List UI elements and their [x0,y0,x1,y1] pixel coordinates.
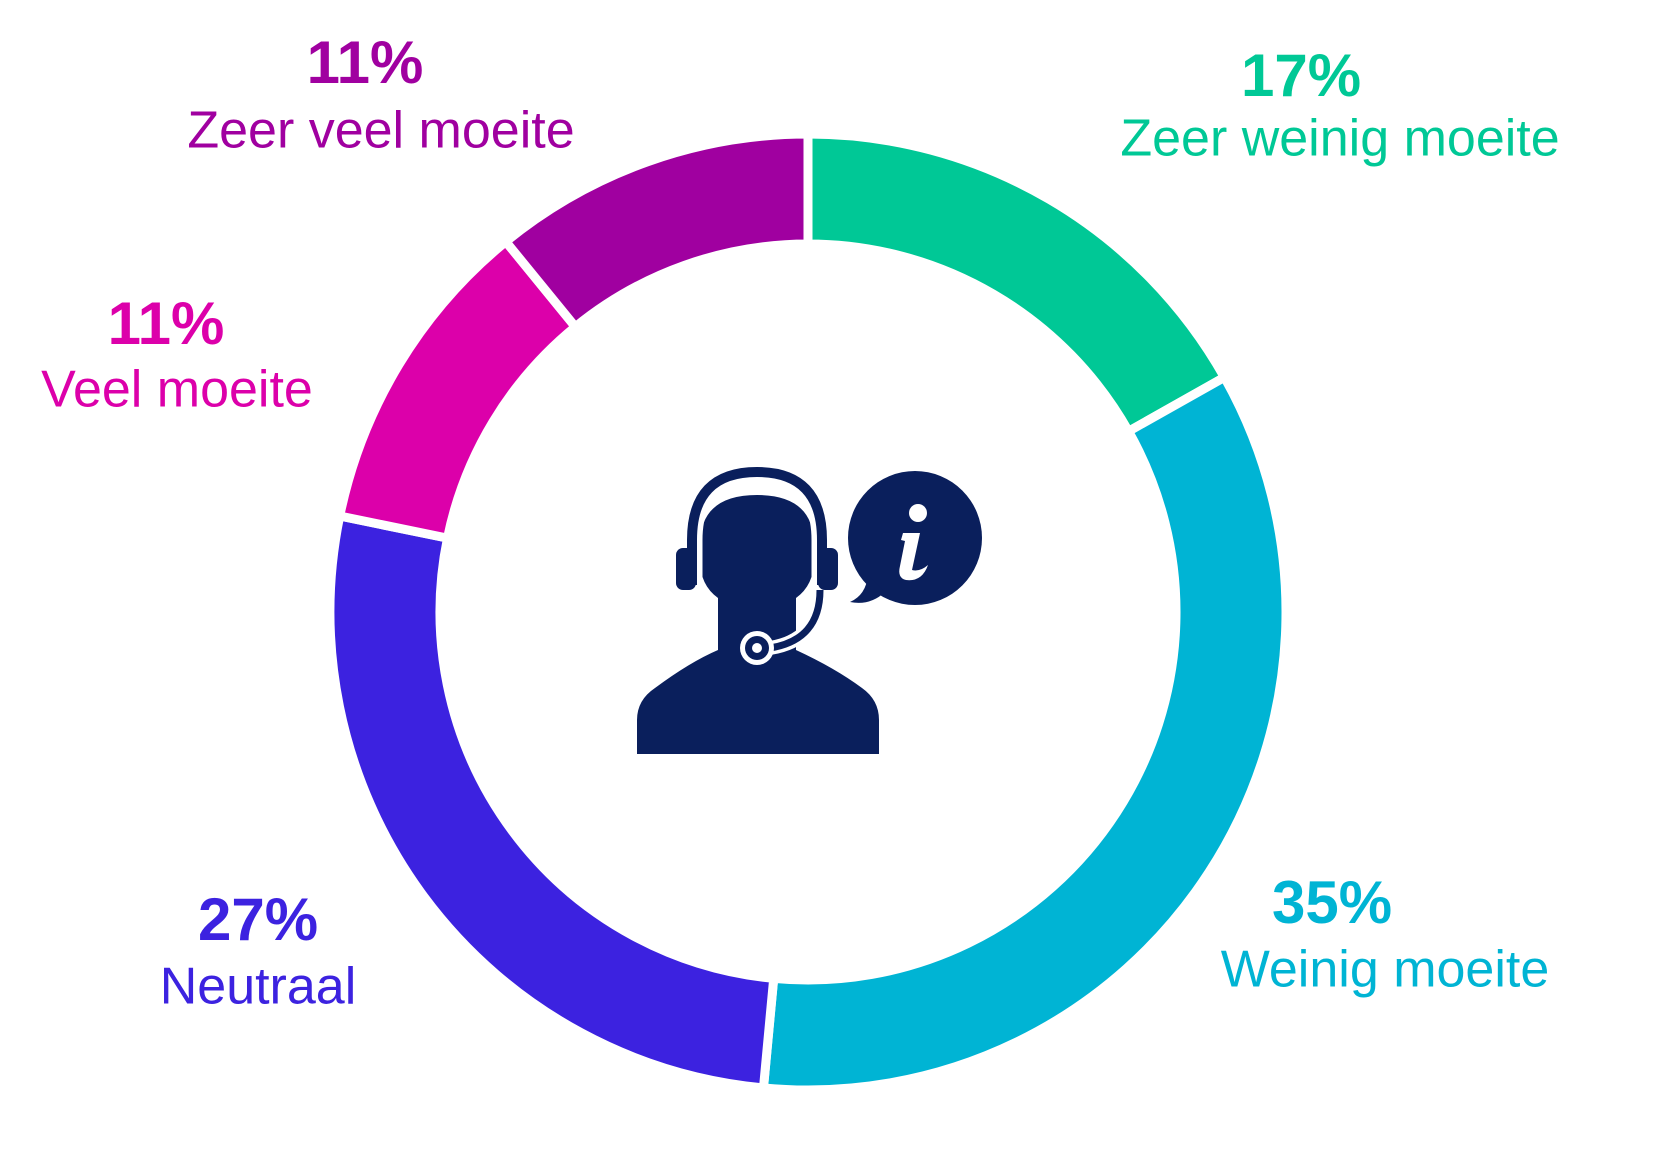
value-label: 11% [108,290,225,357]
category-label: Zeer veel moeite [187,102,574,160]
donut-segment [758,371,1291,1095]
value-label: 11% [307,29,424,96]
value-label: 35% [1272,869,1392,936]
category-label: Neutraal [160,958,357,1016]
donut-segment [325,510,779,1093]
category-label: Veel moeite [41,361,313,419]
donut-segment [803,129,1231,438]
category-label: Weinig moeite [1221,941,1550,999]
category-label: Zeer weinig moeite [1120,110,1559,168]
donut-segment [499,129,813,334]
value-label: 27% [198,886,318,953]
value-label: 17% [1241,42,1361,109]
support-icon [637,466,982,754]
